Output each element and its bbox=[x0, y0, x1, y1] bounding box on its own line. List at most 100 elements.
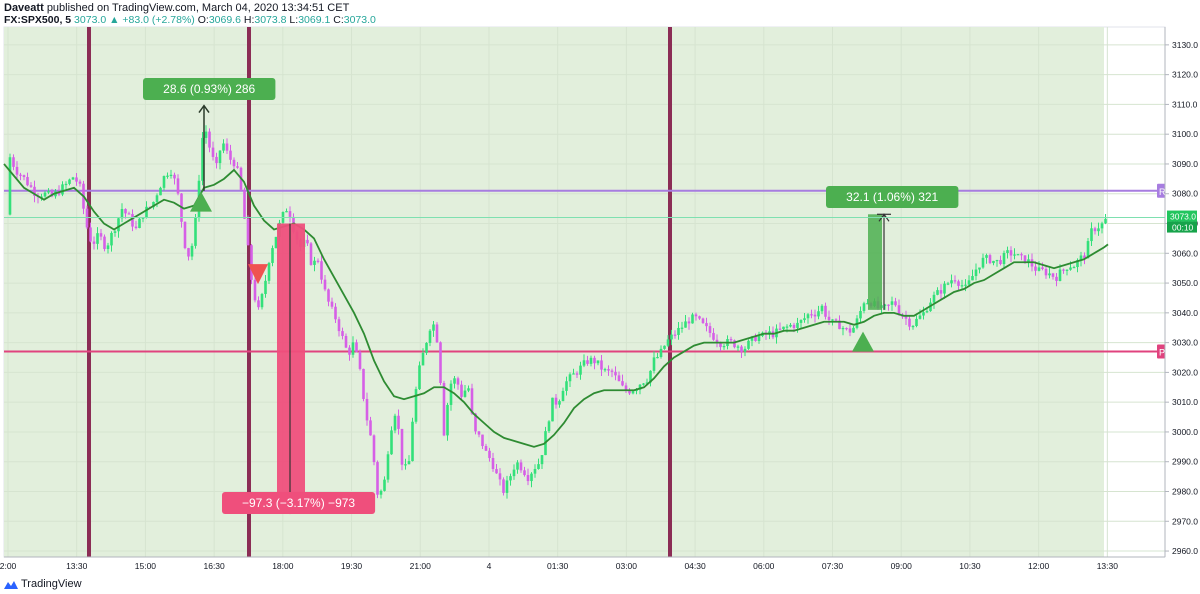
candle bbox=[607, 369, 610, 371]
candle bbox=[40, 196, 43, 198]
candle bbox=[694, 314, 698, 317]
candle bbox=[288, 211, 292, 217]
candle bbox=[26, 177, 29, 186]
candle bbox=[253, 279, 257, 301]
candle bbox=[610, 370, 614, 372]
candle bbox=[439, 342, 442, 384]
candle bbox=[127, 213, 131, 215]
candle bbox=[12, 157, 15, 167]
candle bbox=[211, 147, 215, 157]
candle bbox=[1006, 250, 1009, 253]
candle bbox=[540, 455, 544, 465]
chart-title: Daveatt published on TradingView.com, Ma… bbox=[4, 2, 349, 14]
measure-box-1[interactable] bbox=[277, 223, 305, 514]
candle bbox=[593, 357, 596, 364]
candle bbox=[971, 276, 974, 281]
candle bbox=[369, 420, 372, 436]
candle bbox=[792, 324, 796, 328]
brand-label[interactable]: TradingView bbox=[21, 578, 82, 590]
candle bbox=[246, 218, 250, 246]
candle bbox=[348, 347, 351, 355]
countdown-label: 00:10 bbox=[1172, 223, 1194, 233]
candle bbox=[673, 334, 677, 336]
candle bbox=[138, 218, 141, 229]
candle bbox=[509, 476, 512, 481]
candle bbox=[113, 231, 117, 233]
candle bbox=[887, 304, 890, 306]
candle bbox=[344, 335, 348, 348]
time-tick-label: 10:30 bbox=[959, 561, 981, 571]
candle bbox=[330, 301, 334, 307]
candle bbox=[757, 335, 761, 342]
candle bbox=[1093, 228, 1097, 232]
candle bbox=[512, 469, 516, 477]
candle bbox=[327, 289, 330, 302]
candle bbox=[306, 239, 309, 244]
candle bbox=[110, 232, 113, 246]
candle bbox=[75, 177, 78, 182]
candle bbox=[992, 260, 995, 264]
candle bbox=[866, 303, 869, 305]
price-tick-label: 2980.0 bbox=[1172, 486, 1198, 496]
candle bbox=[117, 218, 120, 232]
candle bbox=[446, 404, 449, 436]
candle bbox=[572, 373, 575, 375]
candle bbox=[740, 346, 743, 352]
candle bbox=[638, 384, 642, 390]
candle bbox=[68, 179, 71, 184]
candle bbox=[372, 435, 376, 463]
candle bbox=[502, 479, 505, 493]
candle bbox=[530, 473, 533, 482]
author-name[interactable]: Daveatt bbox=[4, 2, 44, 14]
last-price-label: 3073.0 bbox=[1170, 212, 1196, 222]
time-tick-label: 13:30 bbox=[66, 561, 88, 571]
candle bbox=[600, 360, 603, 370]
candle bbox=[407, 461, 411, 465]
candle bbox=[691, 314, 694, 324]
candle bbox=[799, 320, 803, 323]
candle bbox=[663, 345, 666, 349]
open-value: 3069.6 bbox=[208, 14, 241, 26]
time-tick-label: 15:00 bbox=[135, 561, 157, 571]
candle bbox=[456, 378, 460, 385]
candle bbox=[908, 318, 911, 327]
candle bbox=[414, 389, 418, 422]
measure-label-box-1[interactable] bbox=[222, 492, 376, 514]
price-tick-label: 3050.0 bbox=[1172, 278, 1198, 288]
candle bbox=[999, 259, 1002, 265]
candle bbox=[187, 248, 190, 257]
candle bbox=[365, 398, 369, 421]
price-axis[interactable] bbox=[1165, 27, 1200, 557]
candle bbox=[488, 450, 491, 459]
measure-box-2[interactable] bbox=[868, 214, 882, 310]
candle bbox=[918, 315, 922, 319]
candle bbox=[152, 201, 155, 208]
candle bbox=[666, 339, 670, 346]
measure-label-box-0[interactable] bbox=[143, 78, 276, 100]
candle bbox=[64, 183, 68, 186]
candle bbox=[477, 431, 481, 435]
candle bbox=[260, 294, 264, 308]
candle bbox=[362, 368, 365, 399]
session-separator-1 bbox=[247, 27, 251, 557]
candle bbox=[670, 334, 673, 340]
measure-label-box-2[interactable] bbox=[826, 186, 959, 208]
time-tick-label: 19:30 bbox=[341, 561, 363, 571]
candle bbox=[393, 415, 397, 431]
candle bbox=[1041, 267, 1044, 269]
candle bbox=[33, 186, 36, 196]
candle bbox=[946, 283, 950, 285]
measure-label-0: 28.6 (0.93%) 286 bbox=[163, 82, 255, 96]
candle bbox=[1055, 276, 1058, 281]
symbol-label[interactable]: FX:SPX500, 5 bbox=[4, 14, 72, 26]
moving-average-line[interactable] bbox=[3, 163, 1109, 448]
candle bbox=[537, 464, 540, 470]
candle bbox=[71, 177, 75, 180]
time-tick-label: 18:00 bbox=[272, 561, 294, 571]
candle bbox=[460, 384, 463, 397]
candle bbox=[579, 365, 582, 375]
time-tick-label: 12:00 bbox=[1028, 561, 1050, 571]
candle bbox=[939, 290, 943, 294]
candle bbox=[1027, 259, 1030, 263]
